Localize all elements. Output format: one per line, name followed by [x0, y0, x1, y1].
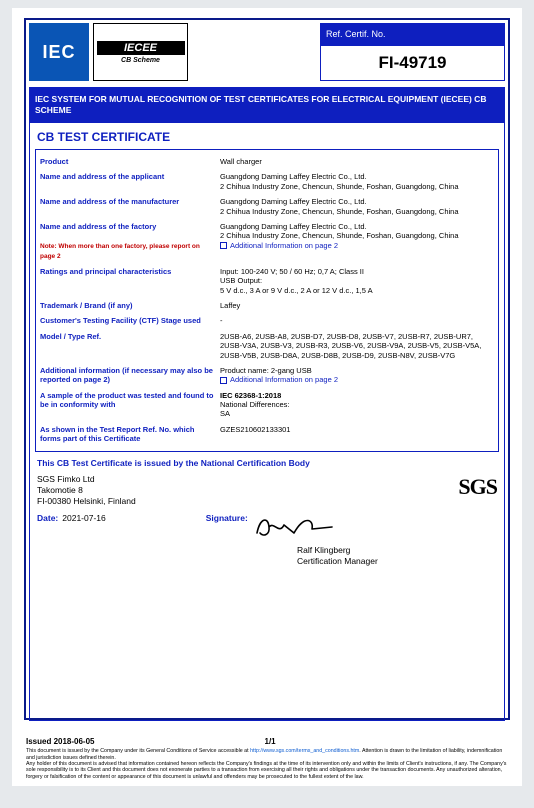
certificate-body: CB TEST CERTIFICATE Product Wall charger…	[29, 123, 505, 721]
standard-val: IEC 62368-1:2018	[220, 391, 281, 400]
natdiff-lbl: National Differences:	[220, 400, 289, 409]
label-report: As shown in the Test Report Ref. No. whi…	[40, 425, 220, 444]
row-ctf: Customer's Testing Facility (CTF) Stage …	[40, 313, 494, 328]
iecee-band: IECEE	[97, 41, 185, 55]
product-name-val: Product name: 2-gang USB	[220, 366, 312, 375]
header: IEC IECEE CB Scheme Ref. Certif. No. FI-…	[29, 23, 505, 81]
value-manufacturer: Guangdong Daming Laffey Electric Co., Lt…	[220, 197, 494, 216]
ref-block: Ref. Certif. No. FI-49719	[320, 23, 505, 81]
issuer-addr2: FI-00380 Helsinki, Finland	[37, 496, 136, 506]
row-ratings: Ratings and principal characteristics In…	[40, 264, 494, 298]
label-applicant: Name and address of the applicant	[40, 172, 220, 191]
issuer-address: SGS Fimko Ltd Takomotie 8 FI-00380 Helsi…	[37, 474, 136, 507]
label-product: Product	[40, 157, 220, 166]
disclaimer-link[interactable]: http://www.sgs.com/terms_and_conditions.…	[250, 748, 359, 754]
row-manufacturer: Name and address of the manufacturer Gua…	[40, 194, 494, 219]
value-product: Wall charger	[220, 157, 494, 166]
issuer-addr1: Takomotie 8	[37, 485, 83, 495]
date-value: 2021-07-16	[62, 513, 105, 523]
ref-number: FI-49719	[320, 45, 505, 81]
fields-table: Product Wall charger Name and address of…	[35, 149, 499, 452]
row-factory: Name and address of the factory Note: Wh…	[40, 219, 494, 264]
value-report: GZES210602133301	[220, 425, 494, 444]
row-product: Product Wall charger	[40, 154, 494, 169]
row-trademark: Trademark / Brand (if any) Laffey	[40, 298, 494, 313]
iec-logo: IEC	[29, 23, 89, 81]
label-ctf: Customer's Testing Facility (CTF) Stage …	[40, 316, 220, 325]
checkbox-icon	[220, 377, 227, 384]
signature-icon	[254, 513, 344, 543]
value-ratings: Input: 100-240 V; 50 / 60 Hz; 0,7 A; Cla…	[220, 267, 494, 295]
signer-block: Ralf Klingberg Certification Manager	[35, 543, 499, 567]
label-manufacturer: Name and address of the manufacturer	[40, 197, 220, 216]
row-applicant: Name and address of the applicant Guangd…	[40, 169, 494, 194]
factory-address: Guangdong Daming Laffey Electric Co., Lt…	[220, 222, 459, 240]
scheme-title-bar: IEC SYSTEM FOR MUTUAL RECOGNITION OF TES…	[29, 87, 505, 123]
issued-by-line: This CB Test Certificate is issued by th…	[35, 452, 499, 472]
value-applicant: Guangdong Daming Laffey Electric Co., Lt…	[220, 172, 494, 191]
signer-title: Certification Manager	[297, 556, 378, 566]
row-model: Model / Type Ref. 2USB-A6, 2USB-A8, 2USB…	[40, 329, 494, 363]
value-model: 2USB-A6, 2USB-A8, 2USB-D7, 2USB-D8, 2USB…	[220, 332, 494, 360]
label-ratings: Ratings and principal characteristics	[40, 267, 220, 295]
natdiff-val: SA	[220, 409, 230, 418]
label-factory-text: Name and address of the factory	[40, 222, 156, 231]
addl-text-1: Additional Information on page 2	[230, 241, 338, 250]
row-sample: A sample of the product was tested and f…	[40, 388, 494, 422]
checkbox-icon	[220, 242, 227, 249]
iecee-sub: CB Scheme	[121, 57, 160, 64]
label-factory: Name and address of the factory Note: Wh…	[40, 222, 220, 261]
signature-row: Date: 2021-07-16 Signature:	[35, 507, 499, 543]
date-label: Date:	[37, 513, 58, 523]
value-sample: IEC 62368-1:2018 National Differences: S…	[220, 391, 494, 419]
footer-disclaimer: This document is issued by the Company u…	[26, 748, 508, 780]
value-ctf: -	[220, 316, 494, 325]
addl-text-2: Additional Information on page 2	[230, 375, 338, 384]
label-additional-info: Additional information (if necessary may…	[40, 366, 220, 385]
row-additional-info: Additional information (if necessary may…	[40, 363, 494, 388]
page-footer: Issued 2018-06-05 1/1 This document is i…	[26, 737, 508, 780]
factory-note: Note: When more than one factory, please…	[40, 243, 200, 260]
signer-name: Ralf Klingberg	[297, 545, 350, 555]
row-report: As shown in the Test Report Ref. No. whi…	[40, 422, 494, 447]
cb-title: CB TEST CERTIFICATE	[35, 128, 499, 149]
footer-top: Issued 2018-06-05 1/1	[26, 737, 508, 747]
iecee-logo: IECEE CB Scheme	[93, 23, 188, 81]
label-model: Model / Type Ref.	[40, 332, 220, 360]
value-trademark: Laffey	[220, 301, 494, 310]
additional-info-p2-2: Additional Information on page 2	[220, 375, 338, 384]
sgs-logo: SGS	[458, 474, 497, 507]
value-factory: Guangdong Daming Laffey Electric Co., Lt…	[220, 222, 494, 261]
additional-info-p2-1: Additional Information on page 2	[220, 241, 338, 250]
disclaimer-1a: This document is issued by the Company u…	[26, 748, 250, 754]
footer-page: 1/1	[265, 737, 276, 747]
signature-label: Signature:	[206, 513, 248, 523]
certificate-page: IEC IECEE CB Scheme Ref. Certif. No. FI-…	[12, 8, 522, 786]
issuer-name: SGS Fimko Ltd	[37, 474, 95, 484]
disclaimer-2: Any holder of this document is advised t…	[26, 761, 506, 780]
outer-border: IEC IECEE CB Scheme Ref. Certif. No. FI-…	[24, 18, 510, 720]
footer-issued: Issued 2018-06-05	[26, 737, 95, 747]
label-sample: A sample of the product was tested and f…	[40, 391, 220, 419]
ref-label: Ref. Certif. No.	[320, 23, 505, 45]
label-trademark: Trademark / Brand (if any)	[40, 301, 220, 310]
issuer-block: SGS Fimko Ltd Takomotie 8 FI-00380 Helsi…	[35, 472, 499, 507]
value-additional-info: Product name: 2-gang USB Additional Info…	[220, 366, 494, 385]
